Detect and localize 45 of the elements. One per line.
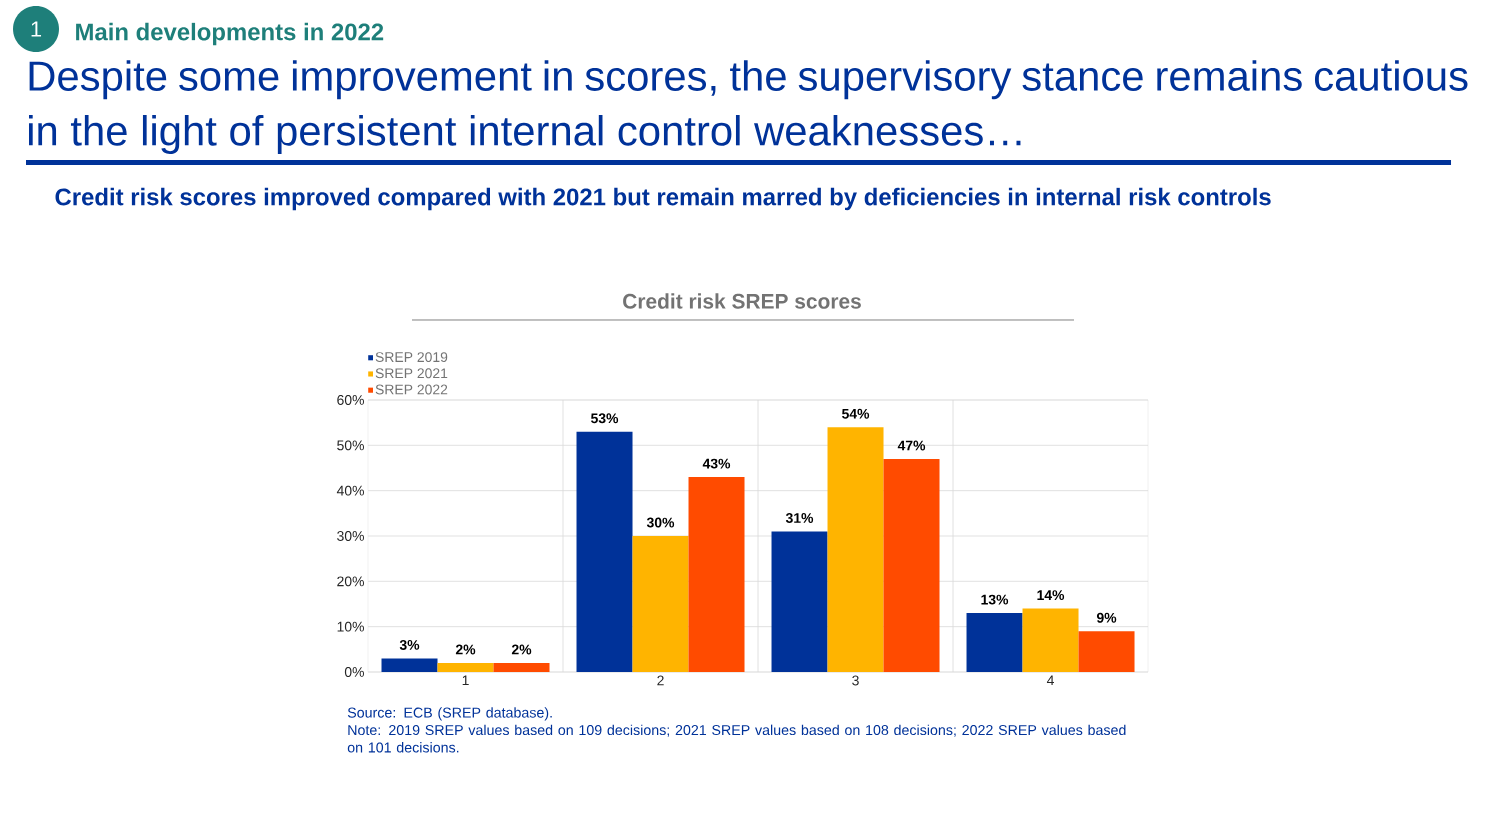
- y-tick-label: 50%: [337, 440, 364, 451]
- x-tick-label: 2: [657, 675, 664, 686]
- bar: [883, 458, 940, 672]
- data-label: 47%: [897, 440, 926, 451]
- text: Despite some improvement in scores, the supervisory stance remains cautious in the light of persistent internal control weaknesses…: [29, 60, 1468, 154]
- data-label: 54%: [841, 408, 870, 419]
- bar: [771, 531, 828, 672]
- data-label: 31%: [785, 513, 814, 523]
- x-tick-label: 3: [852, 675, 859, 686]
- bar: [437, 662, 494, 672]
- chart-title: Credit risk SREP scores: [623, 293, 861, 309]
- bar: [1022, 608, 1079, 672]
- data-label: 2%: [455, 644, 476, 655]
- y-tick-label: 60%: [337, 395, 364, 405]
- bar: [688, 477, 745, 672]
- bar: [966, 613, 1023, 672]
- text: 1: [31, 21, 42, 37]
- text: Main developments in 2022: [76, 22, 384, 46]
- y-tick-label: 40%: [336, 485, 364, 496]
- bar: [493, 662, 550, 672]
- text: Credit risk scores improved compared with 2021 but remain marred by deficiencies in internal risk controls: [55, 187, 1271, 211]
- y-tick-label: 10%: [337, 621, 364, 632]
- data-label: 43%: [702, 458, 731, 469]
- bar: [576, 431, 633, 672]
- data-label: 14%: [1037, 590, 1065, 601]
- data-label: 30%: [646, 517, 675, 528]
- bar: [381, 658, 438, 672]
- y-tick-label: 0%: [344, 667, 364, 677]
- legend-label: SREP 2019: [375, 352, 448, 363]
- data-label: 53%: [590, 413, 619, 424]
- data-label: 3%: [399, 639, 420, 650]
- bar: [1078, 631, 1135, 672]
- data-label: 13%: [981, 594, 1009, 605]
- x-tick-label: 4: [1046, 675, 1054, 686]
- source-note: Source: ECB (SREP database).: [347, 707, 552, 721]
- x-tick-label: 1: [462, 675, 469, 686]
- data-label: 9%: [1096, 612, 1117, 623]
- text: Note: 2019 SREP values based on 109 decisions; 2021 SREP values based on 108 decisions; 2022 SREP values based on 101 decisions.: [347, 724, 1126, 753]
- legend-label: SREP 2021: [375, 368, 448, 379]
- bar: [827, 427, 884, 672]
- legend-label: SREP 2022: [375, 384, 448, 395]
- bar: [632, 535, 689, 672]
- y-tick-label: 30%: [337, 531, 364, 541]
- y-tick-label: 20%: [337, 576, 364, 587]
- data-label: 2%: [511, 644, 532, 655]
